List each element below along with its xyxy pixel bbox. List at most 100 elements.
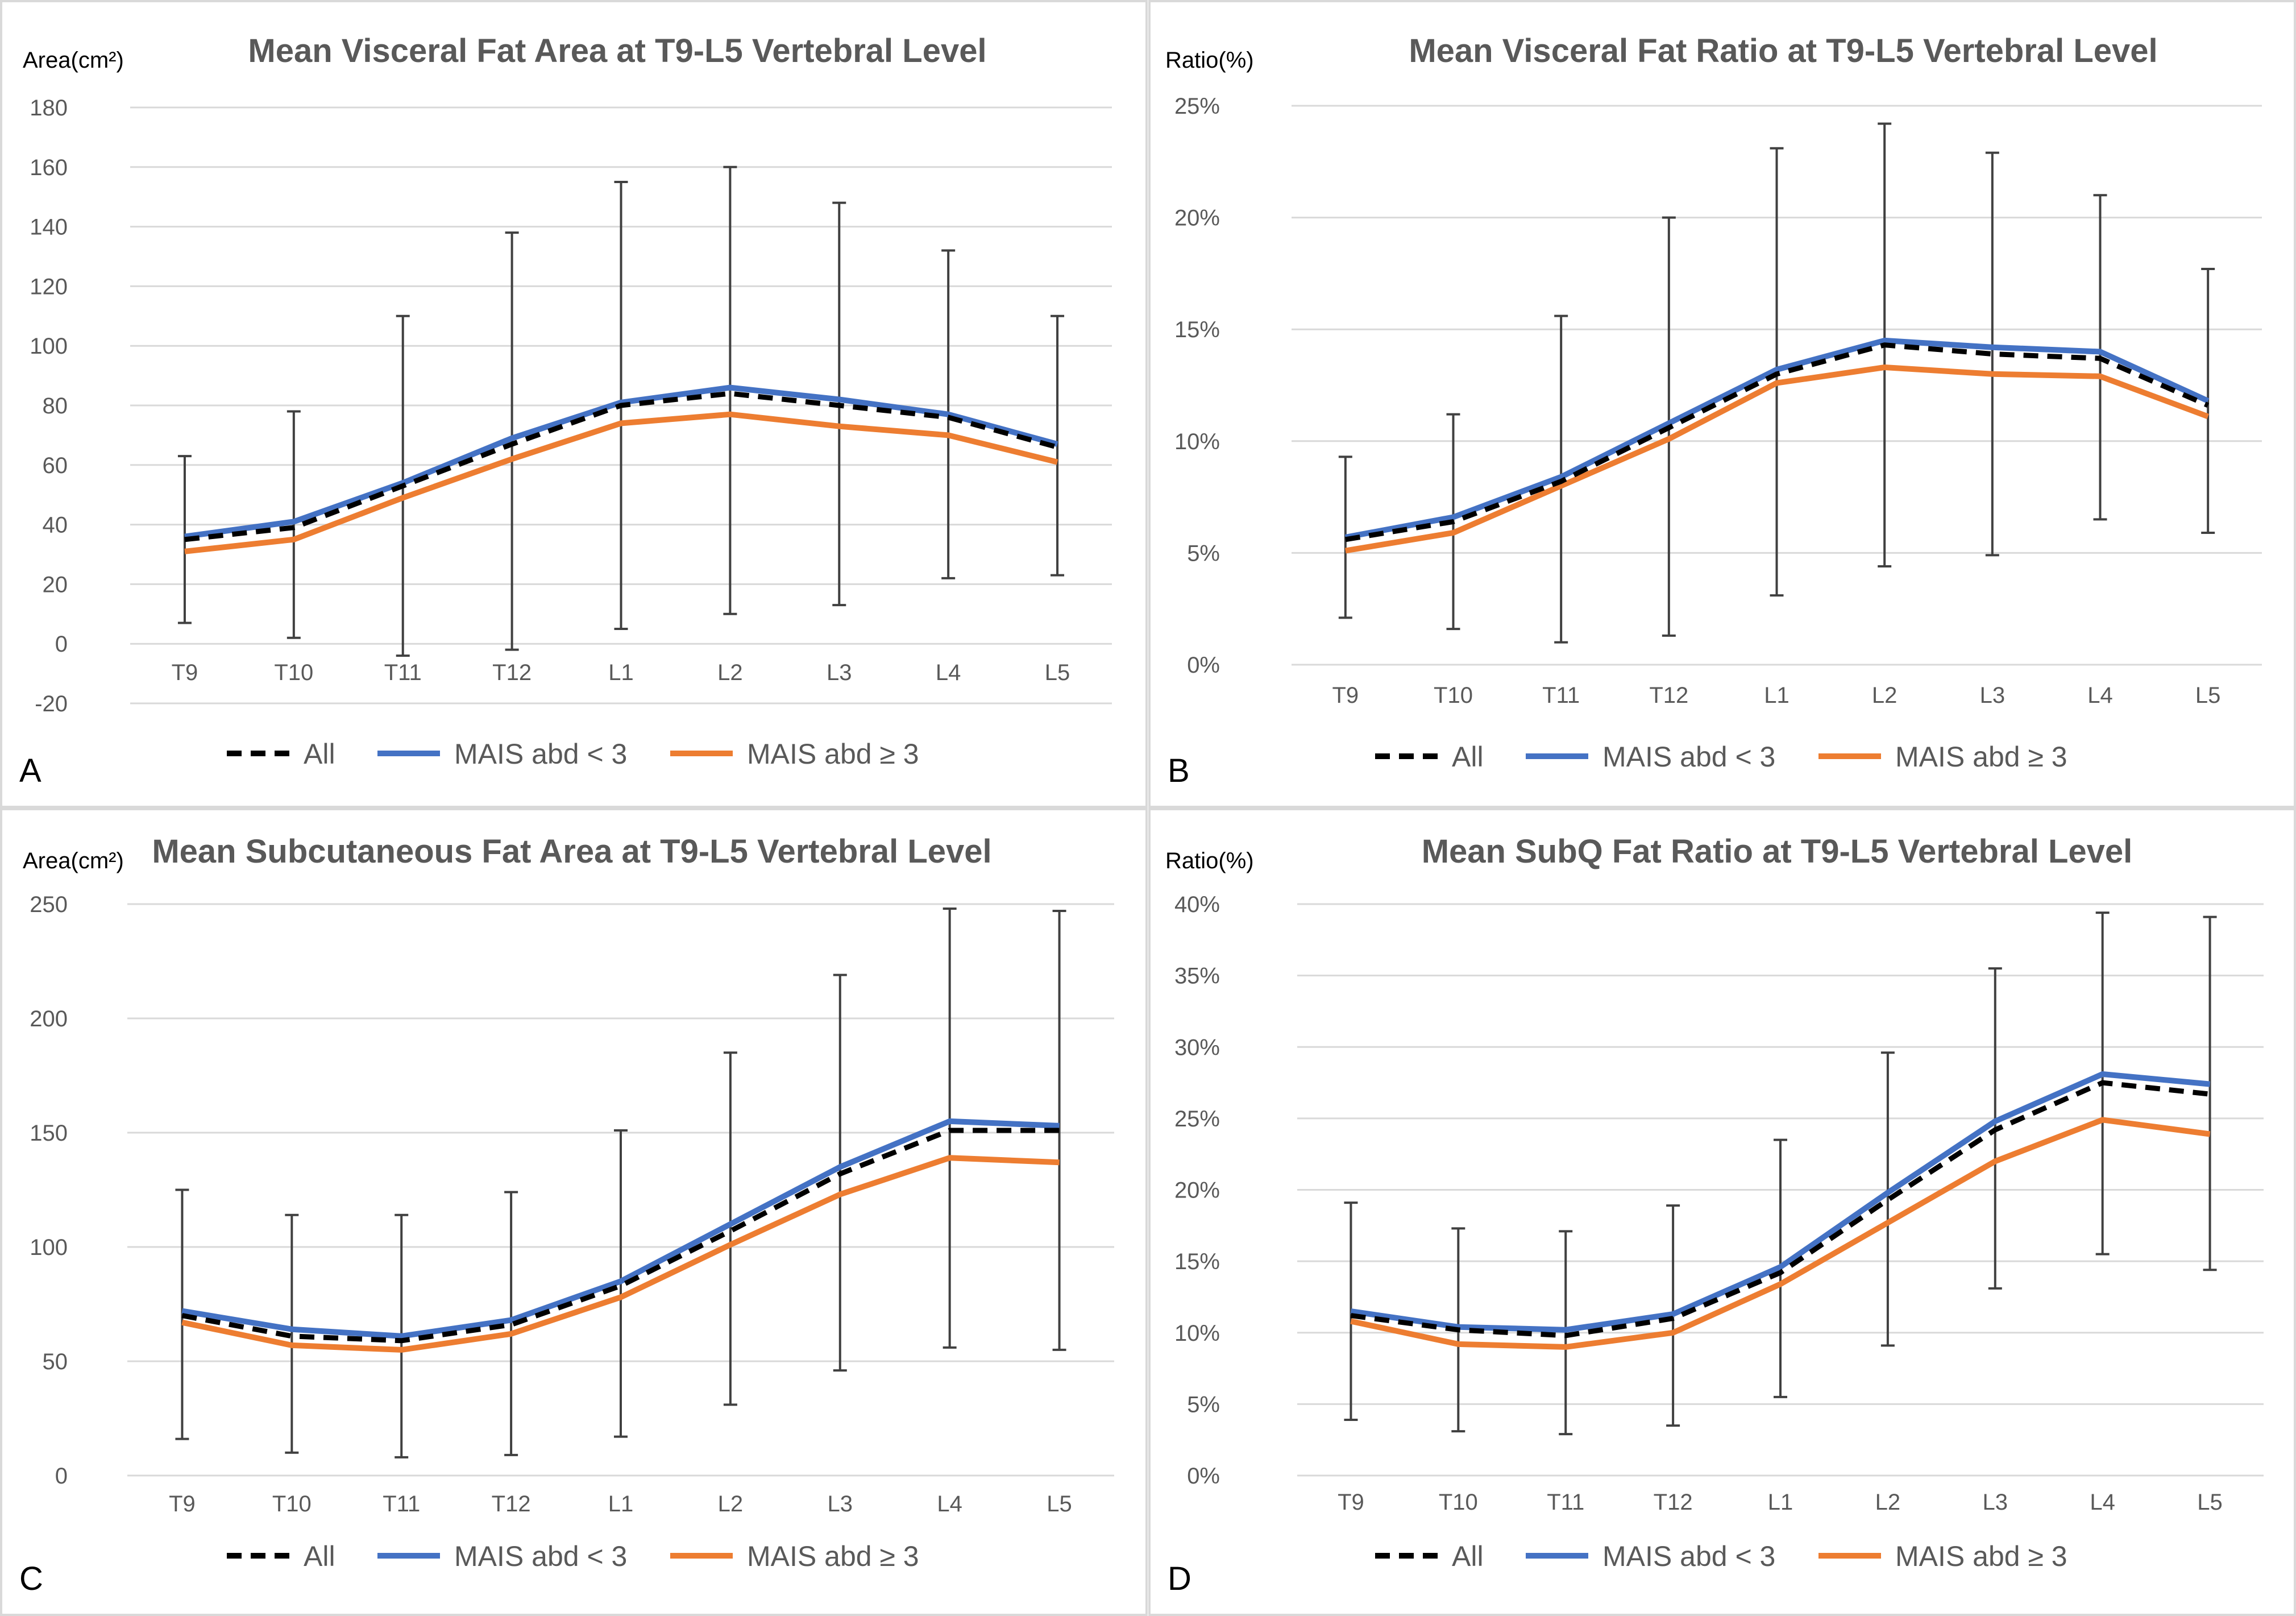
y-tick-label: 120 (30, 274, 68, 299)
x-tick-label: L1 (608, 1491, 634, 1516)
chart-c: Area(cm²) Mean Subcutaneous Fat Area at … (23, 833, 1114, 1572)
panel-letter: B (1168, 752, 1190, 789)
legend: All MAIS abd < 3 MAIS abd ≥ 3 (227, 1540, 919, 1572)
x-tick-label: L3 (1983, 1490, 2008, 1515)
legend-label-lt3: MAIS abd < 3 (454, 1540, 627, 1572)
y-tick-label: 160 (30, 155, 68, 180)
y-tick-label: 200 (30, 1006, 68, 1031)
y-axis-unit-label: Ratio(%) (1165, 48, 1254, 73)
y-tick-label: 0% (1187, 1464, 1220, 1489)
x-tick-label: L2 (717, 660, 743, 685)
x-tick-label: T12 (492, 660, 532, 685)
series-line-lt3 (1350, 1071, 2211, 1333)
x-tick-label: L4 (2090, 1490, 2115, 1515)
legend-label-ge3: MAIS abd ≥ 3 (747, 738, 919, 770)
y-tick-label: 100 (30, 334, 68, 359)
error-bars (1344, 911, 2217, 1436)
chart-title: Mean Subcutaneous Fat Area at T9-L5 Vert… (152, 833, 991, 870)
series-line-all (1345, 342, 2209, 542)
x-tick-label: T10 (274, 660, 313, 685)
y-tick-label: 10% (1174, 429, 1220, 454)
y-tick-label: 25% (1174, 1107, 1220, 1132)
x-tick-label: T9 (172, 660, 198, 685)
panel-b: Ratio(%) Mean Visceral Fat Ratio at T9-L… (1148, 0, 2296, 808)
panel-a: Area(cm²) Mean Visceral Fat Area at T9-L… (0, 0, 1148, 808)
x-tick-label: L3 (1980, 683, 2006, 708)
panel-d: Ratio(%) Mean SubQ Fat Ratio at T9-L5 Ve… (1148, 808, 2296, 1616)
x-tick-label: T9 (1332, 683, 1359, 708)
y-tick-label: 15% (1174, 1249, 1220, 1274)
legend-label-all: All (304, 1540, 335, 1572)
legend-label-all: All (1452, 1540, 1484, 1572)
series-line-ge3 (1344, 364, 2209, 554)
error-bars (175, 908, 1066, 1458)
legend: All MAIS abd < 3 MAIS abd ≥ 3 (1375, 741, 2067, 773)
series-line-ge3 (181, 1155, 1060, 1353)
x-tick-label: L4 (936, 660, 961, 685)
x-tick-label: T10 (1439, 1490, 1478, 1515)
series-line-lt3 (1344, 337, 2210, 540)
legend: All MAIS abd < 3 MAIS abd ≥ 3 (227, 738, 919, 770)
x-tick-label: T10 (272, 1491, 312, 1516)
series-line-ge3 (1350, 1117, 2211, 1350)
x-tick-label: L1 (1768, 1490, 1793, 1515)
y-tick-label: 140 (30, 215, 68, 240)
series-line-all (184, 391, 1058, 542)
y-tick-label: 250 (30, 892, 68, 917)
y-tick-label: 0% (1187, 653, 1220, 678)
series-line-all (1350, 1080, 2211, 1339)
y-tick-label: -20 (35, 691, 68, 716)
chart-a: Area(cm²) Mean Visceral Fat Area at T9-L… (23, 32, 1112, 770)
legend-label-ge3: MAIS abd ≥ 3 (747, 1540, 919, 1572)
legend-label-lt3: MAIS abd < 3 (1602, 1540, 1775, 1572)
y-tick-label: 100 (30, 1235, 68, 1260)
x-tick-label: T12 (492, 1491, 531, 1516)
y-tick-label: 25% (1174, 94, 1220, 119)
series-line-lt3 (184, 384, 1058, 540)
y-tick-label: 5% (1187, 541, 1220, 566)
legend-label-ge3: MAIS abd ≥ 3 (1895, 1540, 2067, 1572)
y-tick-label: 0 (55, 1464, 68, 1489)
x-tick-label: L5 (1047, 1491, 1072, 1516)
y-tick-label: 0 (55, 632, 68, 657)
legend-label-all: All (304, 738, 335, 770)
x-tick-label: T12 (1654, 1490, 1693, 1515)
chart-d: Ratio(%) Mean SubQ Fat Ratio at T9-L5 Ve… (1165, 833, 2264, 1572)
x-tick-label: L4 (937, 1491, 962, 1516)
chart-title: Mean Visceral Fat Area at T9-L5 Vertebra… (248, 32, 986, 69)
panel-letter: A (19, 752, 41, 789)
y-tick-label: 80 (43, 393, 68, 418)
x-tick-label: L5 (2197, 1490, 2223, 1515)
y-axis-unit-label: Ratio(%) (1165, 848, 1254, 873)
y-tick-label: 5% (1187, 1392, 1220, 1417)
x-tick-label: L1 (1764, 683, 1790, 708)
y-tick-label: 180 (30, 96, 68, 121)
y-tick-label: 10% (1174, 1321, 1220, 1346)
x-tick-label: T9 (1338, 1490, 1364, 1515)
x-tick-label: L3 (827, 660, 852, 685)
panel-letter: D (1168, 1560, 1191, 1597)
x-tick-label: L1 (608, 660, 634, 685)
y-tick-label: 50 (43, 1349, 68, 1374)
series-line-all (181, 1128, 1060, 1344)
chart-title: Mean SubQ Fat Ratio at T9-L5 Vertebral L… (1422, 833, 2133, 870)
x-tick-label: L5 (2195, 683, 2221, 708)
series-line-ge3 (184, 411, 1058, 554)
x-tick-label: T11 (1547, 1490, 1584, 1515)
y-axis-unit-label: Area(cm²) (23, 848, 124, 873)
x-tick-label: L2 (1872, 683, 1898, 708)
legend-label-ge3: MAIS abd ≥ 3 (1895, 741, 2067, 773)
y-axis-unit-label: Area(cm²) (23, 48, 124, 73)
y-tick-label: 20% (1174, 1178, 1220, 1203)
chart-b: Ratio(%) Mean Visceral Fat Ratio at T9-L… (1165, 32, 2262, 773)
chart-title: Mean Visceral Fat Ratio at T9-L5 Vertebr… (1409, 32, 2157, 69)
x-tick-label: T11 (383, 1491, 420, 1516)
x-tick-label: T9 (169, 1491, 196, 1516)
y-tick-label: 15% (1174, 317, 1220, 342)
panel-letter: C (19, 1560, 43, 1597)
y-tick-label: 35% (1174, 964, 1220, 989)
legend-label-lt3: MAIS abd < 3 (454, 738, 627, 770)
legend-label-all: All (1452, 741, 1484, 773)
y-tick-label: 20% (1174, 206, 1220, 231)
x-tick-label: L3 (828, 1491, 853, 1516)
